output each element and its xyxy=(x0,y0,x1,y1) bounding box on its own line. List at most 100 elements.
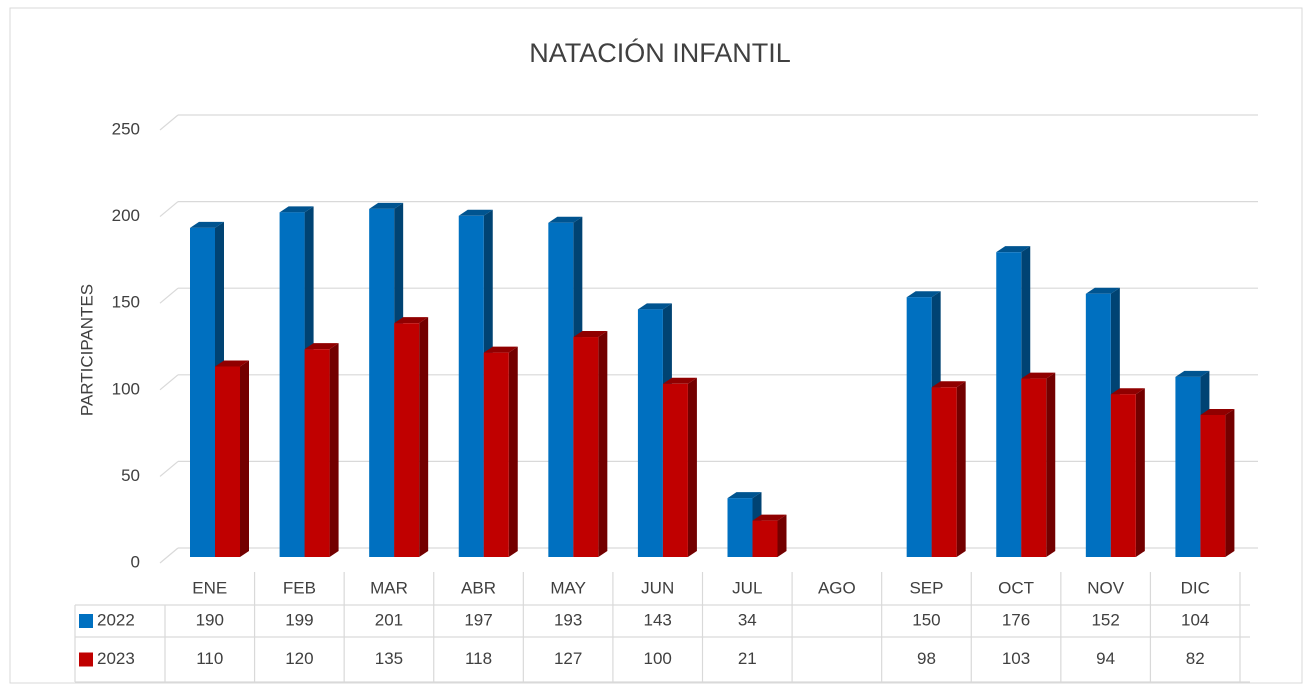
table-value: 176 xyxy=(1002,610,1030,629)
bar-face xyxy=(508,346,518,557)
bar-face xyxy=(419,317,429,557)
bar-face xyxy=(1135,388,1145,557)
bar xyxy=(394,317,429,557)
table-value: 197 xyxy=(464,610,492,629)
x-tick-label: FEB xyxy=(283,578,316,597)
bar-face xyxy=(687,377,697,557)
x-tick-label: MAY xyxy=(550,578,586,597)
bar xyxy=(304,343,339,557)
x-tick-label: MAR xyxy=(370,578,408,597)
table-value: 82 xyxy=(1186,649,1205,668)
x-tick-label: SEP xyxy=(909,578,943,597)
bar-face xyxy=(304,349,330,557)
bar-face xyxy=(548,216,583,223)
bar-face xyxy=(329,343,339,557)
bar-face xyxy=(1110,388,1145,395)
legend-label: 2023 xyxy=(97,649,135,668)
bar-face xyxy=(637,309,663,557)
x-tick-label: ENE xyxy=(192,578,227,597)
table-value: 21 xyxy=(738,649,757,668)
table-value: 104 xyxy=(1181,610,1209,629)
bar-face xyxy=(1225,408,1235,557)
y-tick-label: 50 xyxy=(121,466,140,485)
bar-face xyxy=(662,377,697,384)
y-tick-label: 200 xyxy=(112,206,140,225)
bar-face xyxy=(777,514,787,557)
bar xyxy=(752,514,787,557)
table-value: 103 xyxy=(1002,649,1030,668)
table-value: 150 xyxy=(912,610,940,629)
bar-face xyxy=(727,498,753,557)
grid-line xyxy=(159,460,179,477)
x-tick-label: DIC xyxy=(1181,578,1210,597)
bar xyxy=(1021,372,1056,557)
bar xyxy=(215,360,249,557)
bar-face xyxy=(458,209,493,216)
grid-line xyxy=(159,287,179,304)
y-tick-label: 150 xyxy=(112,293,140,312)
bar-face xyxy=(956,381,966,557)
bar-face xyxy=(573,331,608,338)
bar-face xyxy=(931,387,957,557)
x-tick-label: AGO xyxy=(818,578,856,597)
bar xyxy=(1110,388,1145,557)
bar-face xyxy=(240,360,249,557)
bar-face xyxy=(1110,394,1136,557)
bar-face xyxy=(752,520,778,557)
y-axis-label: PARTICIPANTES xyxy=(77,284,96,416)
bar-face xyxy=(1021,372,1056,379)
grid-line xyxy=(159,374,179,391)
bar xyxy=(1200,408,1235,557)
bar-face xyxy=(1085,293,1111,557)
bar-face xyxy=(304,343,339,350)
bar-face xyxy=(369,208,395,558)
table-value: 127 xyxy=(554,649,582,668)
bar-face xyxy=(279,212,305,557)
bar-face xyxy=(573,337,599,557)
x-tick-label: JUN xyxy=(641,578,674,597)
bar-face xyxy=(1175,370,1210,377)
bar-face xyxy=(215,366,240,557)
table-value: 98 xyxy=(917,649,936,668)
table-value: 201 xyxy=(375,610,403,629)
table-value: 193 xyxy=(554,610,582,629)
bar-face xyxy=(190,227,215,558)
legend-swatch xyxy=(79,652,93,667)
bar-face xyxy=(752,514,787,521)
legend-swatch xyxy=(79,614,93,628)
y-tick-label: 0 xyxy=(131,552,140,571)
bar-face xyxy=(1175,376,1201,557)
table-value: 120 xyxy=(285,649,313,668)
bar-face xyxy=(279,206,314,213)
bar-face xyxy=(1200,408,1235,415)
bar-face xyxy=(906,297,932,557)
bar xyxy=(483,346,518,557)
y-tick-label: 100 xyxy=(112,379,140,398)
table-value: 110 xyxy=(196,649,223,668)
bar-face xyxy=(1021,378,1047,557)
table-value: 152 xyxy=(1091,610,1119,629)
bar-face xyxy=(598,331,608,557)
bar-face xyxy=(1085,287,1120,294)
bar xyxy=(931,381,966,557)
bar-face xyxy=(727,492,762,499)
table-value: 100 xyxy=(644,649,672,668)
table-value: 190 xyxy=(196,610,224,629)
bar-face xyxy=(394,317,429,324)
bar-face xyxy=(637,303,672,310)
bar xyxy=(662,377,697,557)
table-value: 199 xyxy=(285,610,313,629)
bar-face xyxy=(190,221,224,228)
bar-face xyxy=(996,246,1031,253)
bar xyxy=(573,331,608,557)
y-tick-label: 250 xyxy=(112,119,140,138)
bar-face xyxy=(931,381,966,388)
table-value: 94 xyxy=(1096,649,1115,668)
table-value: 143 xyxy=(644,610,672,629)
table-value: 34 xyxy=(738,610,757,629)
bar-face xyxy=(996,252,1022,557)
x-tick-label: ABR xyxy=(461,578,496,597)
x-tick-label: OCT xyxy=(998,578,1034,597)
grid-line xyxy=(159,114,179,131)
